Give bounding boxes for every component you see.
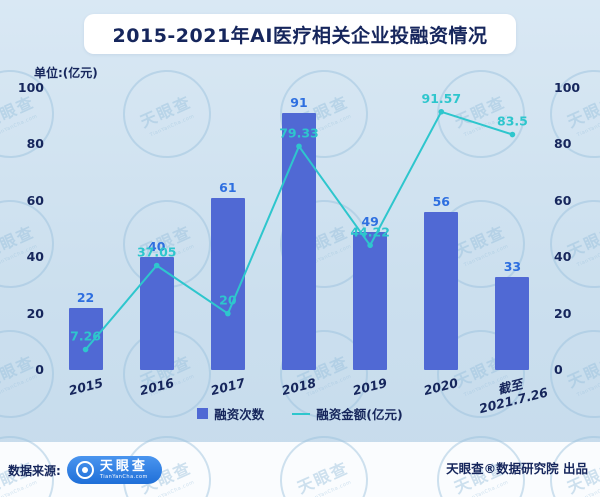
logo-domain: TianYanCha.com (99, 474, 148, 480)
x-axis-label: 2018 (280, 375, 318, 399)
legend-line-label: 融资金额(亿元) (316, 407, 403, 422)
data-source: 数据来源: 天眼查 TianYanCha.com (8, 456, 162, 484)
bar-1 (139, 257, 174, 370)
bar-0 (68, 307, 103, 370)
bar-value-label: 56 (432, 194, 450, 210)
chart-area: 22 40 61 91 49 56 33 7.26 37.05 20 79.33 44.22 91.57… (0, 80, 600, 416)
y-axis-tick-left: 0 (35, 362, 44, 377)
y-axis-tick-right: 80 (554, 136, 572, 152)
bar-2 (210, 197, 245, 370)
chart-legend: 融资次数 融资金额(亿元) (0, 404, 600, 423)
y-axis-tick-right: 0 (554, 362, 563, 377)
line-point-marker (509, 131, 516, 138)
y-axis-tick-left: 60 (26, 192, 44, 208)
legend-item-bar: 融资次数 (197, 404, 264, 423)
line-point-marker (296, 143, 302, 150)
x-axis-label: 2015 (66, 375, 105, 399)
line-value-label: 91.57 (422, 91, 462, 106)
legend-bar-label: 融资次数 (214, 407, 265, 422)
data-source-label: 数据来源: (8, 463, 61, 478)
bar-value-label: 49 (361, 213, 379, 229)
bar-value-label: 40 (148, 239, 166, 255)
y-axis-tick-left: 100 (17, 80, 44, 95)
bar-value-label: 22 (76, 289, 95, 305)
line-value-label: 44.22 (350, 224, 390, 239)
bar-4 (353, 231, 388, 370)
eye-logo-icon (75, 461, 94, 479)
line-point-marker (82, 346, 89, 353)
line-point-marker (438, 108, 445, 115)
line-series-layer: 7.26 37.05 20 79.33 44.22 91.57 83.5 (70, 91, 528, 353)
plot-area: 22 40 61 91 49 56 33 7.26 37.05 20 79.33 44.22 91.57… (50, 88, 548, 370)
line-value-label: 7.26 (70, 329, 101, 344)
bar-6 (495, 276, 530, 370)
line-point-marker (225, 310, 231, 317)
line-point-marker (153, 262, 160, 269)
y-axis-tick-left: 40 (26, 249, 44, 265)
y-axis-tick-right: 40 (554, 249, 572, 265)
line-value-label: 83.5 (497, 114, 528, 129)
bar-swatch-icon (197, 408, 209, 419)
bar-value-label: 33 (503, 258, 522, 274)
tianyancha-logo: 天眼查 TianYanCha.com (66, 456, 162, 484)
bar-3 (282, 113, 316, 370)
x-axis-label: 2019 (351, 375, 389, 399)
y-axis-tick-right: 20 (554, 305, 572, 321)
chart-title: 2015-2021年AI医疗相关企业投融资情况 (112, 24, 488, 47)
line-point-marker (367, 242, 373, 249)
line-value-label: 20 (219, 293, 237, 308)
y-axis-tick-right: 60 (554, 192, 572, 208)
line-value-label: 79.33 (279, 125, 319, 140)
line-swatch-icon (292, 412, 311, 415)
y-axis-tick-left: 20 (26, 305, 44, 321)
logo-name: 天眼查 (99, 459, 148, 474)
unit-label: 单位:(亿元) (34, 66, 98, 80)
chart-title-box: 2015-2021年AI医疗相关企业投融资情况 (84, 14, 516, 54)
line-value-label: 37.05 (137, 245, 177, 260)
y-axis-tick-left: 80 (26, 136, 44, 152)
credit-text: 天眼查®数据研究院 出品 (446, 461, 588, 476)
legend-item-line: 融资金额(亿元) (292, 404, 403, 423)
y-axis-tick-right: 100 (554, 80, 581, 95)
bar-value-label: 61 (219, 179, 237, 195)
bar-5 (424, 212, 459, 370)
x-axis-label: 2020 (422, 375, 460, 399)
logo-text-group: 天眼查 TianYanCha.com (100, 460, 148, 480)
x-axis-label: 2016 (137, 375, 176, 399)
x-axis-label: 2017 (208, 375, 247, 399)
bar-value-label: 91 (290, 95, 308, 111)
